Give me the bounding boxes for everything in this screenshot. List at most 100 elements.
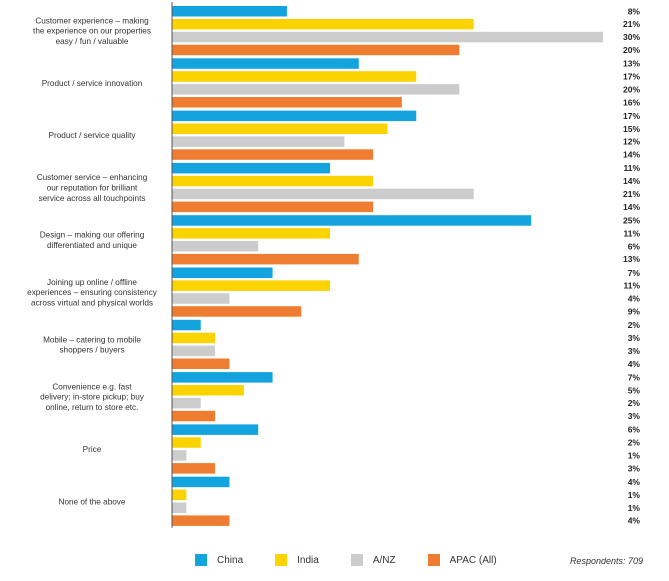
legend-item-china: China xyxy=(195,554,243,566)
value-label: 7% xyxy=(628,372,641,382)
bar-india-0 xyxy=(172,18,474,30)
bar-india-5 xyxy=(172,280,331,291)
value-label: 21% xyxy=(623,19,640,29)
bar-apac-all--4 xyxy=(172,253,359,265)
category-label: Convenience e.g. fast delivery; in-store … xyxy=(40,382,145,412)
value-label: 20% xyxy=(623,84,640,94)
value-label: 11% xyxy=(623,163,640,173)
legend-swatch-anz xyxy=(350,554,363,566)
bar-a-nz-4 xyxy=(172,241,259,252)
legend-item-apac: APAC (All) xyxy=(427,554,497,566)
value-label: 3% xyxy=(628,411,641,421)
bar-india-8 xyxy=(172,437,201,448)
legend-label-india: India xyxy=(297,554,319,566)
value-label: 13% xyxy=(623,254,640,264)
bar-china-3 xyxy=(172,162,331,174)
bar-apac-all--7 xyxy=(172,410,216,422)
category-label: Price xyxy=(83,445,102,454)
bar-india-3 xyxy=(172,175,374,187)
value-label: 5% xyxy=(628,385,641,395)
value-label: 6% xyxy=(628,241,641,251)
value-label: 21% xyxy=(623,189,640,199)
value-label: 14% xyxy=(623,150,640,160)
bar-apac-all--6 xyxy=(172,358,230,369)
value-label: 8% xyxy=(628,6,641,16)
bar-china-8 xyxy=(172,424,259,435)
bar-apac-all--0 xyxy=(172,44,460,56)
value-label: 2% xyxy=(628,320,641,330)
category-label: Product / service innovation xyxy=(42,79,143,88)
bar-a-nz-7 xyxy=(172,397,201,409)
bar-china-5 xyxy=(172,267,273,278)
value-label: 14% xyxy=(623,202,640,212)
bar-a-nz-3 xyxy=(172,188,474,200)
legend-label-apac: APAC (All) xyxy=(449,554,497,566)
bars-group xyxy=(172,6,603,526)
value-label: 4% xyxy=(628,359,641,369)
value-label: 4% xyxy=(628,477,641,487)
bar-china-4 xyxy=(172,215,532,226)
value-label: 2% xyxy=(628,438,641,448)
bar-china-6 xyxy=(172,319,201,331)
value-label: 3% xyxy=(628,346,641,356)
labels-group: 8% 21% 30% 20% Customer experience – making t… xyxy=(27,6,640,525)
legend-label-anz: A/NZ xyxy=(372,554,396,566)
category-label: Customer service – enhancing our reputati… xyxy=(37,173,148,203)
bar-india-2 xyxy=(172,123,388,134)
category-label: Joining up online / offline experiences –… xyxy=(27,278,158,308)
category-label: None of the above xyxy=(59,497,126,506)
category-label: Product / service quality xyxy=(49,131,137,140)
bar-a-nz-6 xyxy=(172,345,216,357)
value-label: 30% xyxy=(623,32,640,42)
value-label: 4% xyxy=(628,516,641,526)
bar-china-2 xyxy=(172,110,417,122)
legend-swatch-india xyxy=(275,554,288,566)
bar-apac-all--3 xyxy=(172,201,374,213)
bar-apac-all--2 xyxy=(172,149,374,160)
value-label: 3% xyxy=(628,463,641,473)
bar-china-7 xyxy=(172,372,273,383)
value-label: 6% xyxy=(628,425,641,435)
value-label: 7% xyxy=(628,268,641,278)
value-label: 1% xyxy=(628,490,641,500)
value-label: 17% xyxy=(623,111,640,121)
legend-label-china: China xyxy=(217,554,244,566)
bar-india-9 xyxy=(172,489,187,501)
bar-apac-all--5 xyxy=(172,306,302,317)
bar-apac-all--8 xyxy=(172,463,216,474)
value-label: 9% xyxy=(628,306,641,316)
value-label: 2% xyxy=(628,398,641,408)
value-label: 20% xyxy=(623,45,640,55)
bar-india-4 xyxy=(172,228,331,239)
bar-china-0 xyxy=(172,6,287,17)
value-label: 11% xyxy=(623,281,640,291)
legend-item-anz: A/NZ xyxy=(350,554,396,566)
bar-a-nz-9 xyxy=(172,502,187,513)
bar-a-nz-5 xyxy=(172,293,230,304)
bar-india-6 xyxy=(172,332,216,344)
bar-apac-all--9 xyxy=(172,515,230,526)
legend-item-india: India xyxy=(275,554,319,566)
value-label: 14% xyxy=(623,176,640,186)
bar-chart: 8% 21% 30% 20% Customer experience – making t… xyxy=(27,2,640,528)
value-label: 17% xyxy=(623,71,640,81)
bar-a-nz-2 xyxy=(172,136,345,147)
legend: China India A/NZ APAC (All) xyxy=(195,554,529,566)
bar-a-nz-8 xyxy=(172,450,187,461)
category-label: Design – making our offering differentiat… xyxy=(40,231,145,250)
respondents-footnote: Respondents: 709 xyxy=(569,556,643,566)
value-label: 1% xyxy=(628,503,641,513)
value-label: 16% xyxy=(623,97,640,107)
bar-china-1 xyxy=(172,58,359,69)
bar-china-9 xyxy=(172,476,230,488)
value-label: 3% xyxy=(628,333,641,343)
value-label: 25% xyxy=(623,215,640,225)
bar-apac-all--1 xyxy=(172,97,402,108)
value-label: 13% xyxy=(623,59,640,69)
category-label: Customer experience – making the experien… xyxy=(33,16,151,46)
bar-india-7 xyxy=(172,385,244,396)
bar-india-1 xyxy=(172,71,417,82)
legend-swatch-china xyxy=(195,554,207,566)
category-label: Mobile – catering to mobile shoppers / bu… xyxy=(43,335,141,354)
value-label: 12% xyxy=(623,137,640,147)
